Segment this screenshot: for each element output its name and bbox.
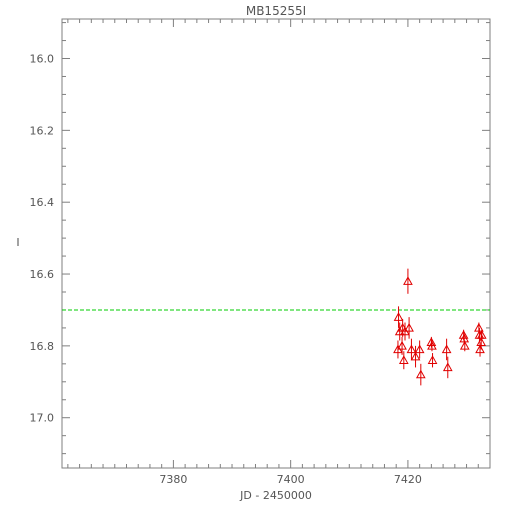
triangle-marker bbox=[415, 369, 426, 379]
data-point bbox=[406, 338, 417, 361]
triangle-marker bbox=[406, 344, 417, 354]
data-point bbox=[476, 329, 487, 341]
data-point bbox=[441, 338, 452, 361]
triangle-marker bbox=[427, 355, 438, 364]
x-tick-label: 7380 bbox=[159, 473, 187, 486]
x-tick-label: 7400 bbox=[277, 473, 305, 486]
x-axis-label: JD - 2450000 bbox=[239, 489, 312, 502]
triangle-marker bbox=[476, 330, 487, 339]
data-point bbox=[459, 340, 470, 352]
chart-title: MB15255I bbox=[246, 4, 306, 18]
triangle-marker bbox=[442, 362, 453, 372]
triangle-marker bbox=[475, 344, 485, 354]
data-point bbox=[397, 336, 407, 355]
data-points-group bbox=[393, 268, 487, 386]
triangle-marker bbox=[474, 322, 484, 332]
y-tick-label: 16.0 bbox=[30, 53, 55, 66]
data-point bbox=[427, 353, 438, 368]
data-point bbox=[403, 268, 413, 294]
triangle-marker bbox=[414, 344, 425, 354]
data-point bbox=[442, 356, 453, 379]
triangle-marker bbox=[459, 340, 470, 350]
triangle-marker bbox=[458, 330, 469, 339]
x-tick-label: 7420 bbox=[394, 473, 422, 486]
triangle-marker bbox=[397, 340, 407, 350]
triangle-marker bbox=[393, 312, 404, 321]
data-point bbox=[427, 340, 437, 352]
data-point bbox=[475, 342, 485, 357]
triangle-marker bbox=[476, 337, 487, 346]
triangle-marker bbox=[427, 340, 437, 350]
triangle-marker bbox=[441, 344, 452, 354]
data-point bbox=[393, 306, 404, 328]
triangle-marker bbox=[404, 322, 414, 332]
data-point bbox=[398, 351, 409, 370]
axis-ticks bbox=[62, 19, 491, 468]
triangle-marker bbox=[426, 337, 437, 346]
triangle-marker bbox=[398, 355, 409, 364]
data-point bbox=[404, 317, 414, 339]
triangle-marker bbox=[403, 276, 413, 285]
axis-tick-labels: 7380 7400 7420 16.0 16.2 16.4 16.6 16.8 17.0 bbox=[30, 53, 422, 486]
y-tick-label: 16.4 bbox=[30, 196, 55, 209]
plot-frame bbox=[61, 18, 491, 469]
y-axis-label: I bbox=[16, 236, 19, 249]
data-point bbox=[414, 340, 425, 359]
data-point bbox=[410, 345, 421, 368]
y-tick-label: 17.0 bbox=[30, 412, 55, 425]
data-point bbox=[476, 335, 487, 350]
triangle-marker bbox=[410, 351, 421, 361]
data-point bbox=[415, 363, 426, 386]
triangle-marker bbox=[459, 333, 470, 343]
y-tick-label: 16.6 bbox=[30, 268, 55, 281]
y-tick-label: 16.2 bbox=[30, 124, 55, 137]
y-tick-label: 16.8 bbox=[30, 340, 55, 353]
